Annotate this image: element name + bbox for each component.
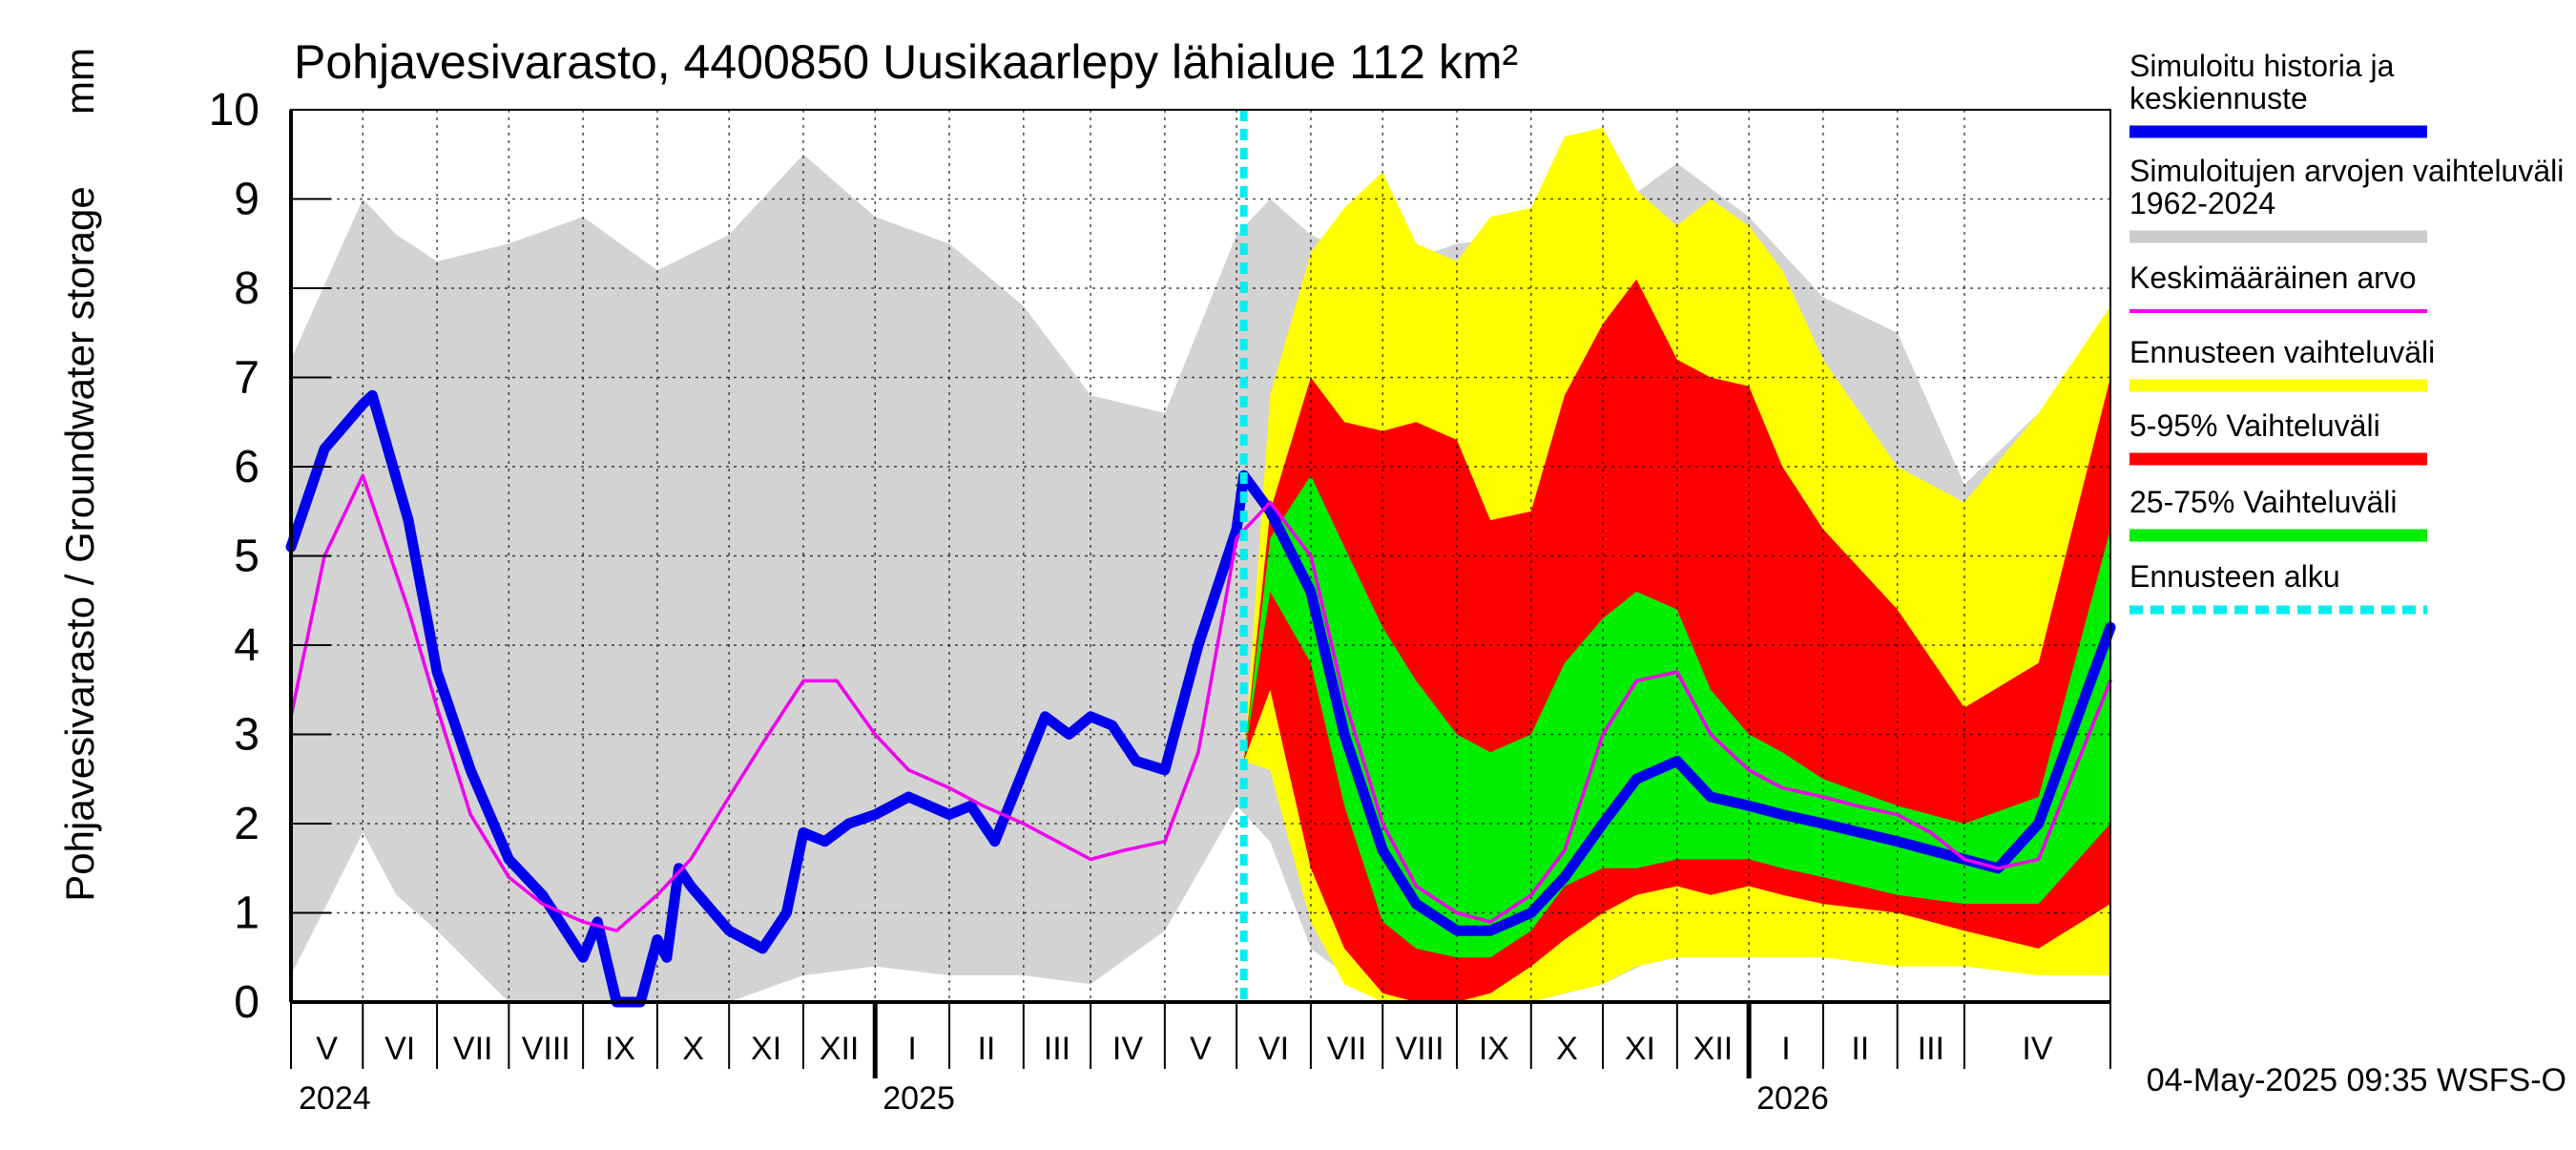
y-tick-label-5: 5	[234, 532, 260, 582]
chart-title: Pohjavesivarasto, 4400850 Uusikaarlepy l…	[294, 35, 1518, 89]
legend-item-keskimaarainen-arvo: Keskimääräinen arvo	[2129, 261, 2427, 313]
x-month-label-2: VII	[453, 1031, 493, 1067]
x-month-label-1: VI	[384, 1031, 415, 1067]
x-month-label-17: X	[1556, 1031, 1578, 1067]
x-year-label-2026: 2026	[1756, 1080, 1829, 1117]
legend-item-ennusteen-alku: Ennusteen alku	[2129, 559, 2427, 615]
x-month-label-4: IX	[605, 1031, 635, 1067]
x-month-label-22: III	[1918, 1031, 1944, 1067]
legend-item-ennusteen-alku-label-1: Ennusteen alku	[2129, 559, 2340, 594]
x-month-label-3: VIII	[522, 1031, 571, 1067]
x-month-label-16: IX	[1479, 1031, 1509, 1067]
x-month-label-7: XII	[820, 1031, 860, 1067]
y-tick-label-9: 9	[234, 175, 260, 225]
legend-item-ennusteen-vaihteluvali: Ennusteen vaihteluväli	[2129, 335, 2435, 392]
x-month-label-8: I	[907, 1031, 916, 1067]
y-tick-label-8: 8	[234, 263, 260, 314]
x-month-label-14: VII	[1327, 1031, 1367, 1067]
x-month-label-6: XI	[751, 1031, 781, 1067]
legend-item-5-95-vaihteluvali: 5-95% Vaihteluväli	[2129, 408, 2427, 466]
y-tick-label-0: 0	[234, 977, 260, 1028]
legend-item-ennusteen-vaihteluvali-label-1: Ennusteen vaihteluväli	[2129, 335, 2435, 369]
x-month-label-18: XI	[1625, 1031, 1655, 1067]
y-tick-label-3: 3	[234, 710, 260, 761]
legend-item-25-75-vaihteluvali-label-1: 25-75% Vaihteluväli	[2129, 485, 2397, 519]
x-month-label-21: II	[1851, 1031, 1869, 1067]
x-month-label-11: IV	[1112, 1031, 1143, 1067]
x-year-label-2025: 2025	[883, 1080, 955, 1117]
x-month-label-12: V	[1190, 1031, 1212, 1067]
x-year-label-2024: 2024	[299, 1080, 371, 1117]
x-month-label-13: VI	[1258, 1031, 1289, 1067]
series-line-keskiennuste	[1238, 470, 2116, 936]
legend-item-simuloitu-historia-ja-keskiennuste-label-2: keskiennuste	[2129, 81, 2308, 115]
legend-item-5-95-vaihteluvali-label-1: 5-95% Vaihteluväli	[2129, 408, 2380, 443]
legend-item-keskimaarainen-arvo-label-1: Keskimääräinen arvo	[2129, 261, 2417, 295]
x-month-label-0: V	[316, 1031, 338, 1067]
x-month-label-15: VIII	[1396, 1031, 1444, 1067]
y-tick-label-7: 7	[234, 353, 260, 404]
y-tick-label-1: 1	[234, 889, 260, 939]
x-month-label-19: XII	[1693, 1031, 1734, 1067]
x-month-label-23: IV	[2022, 1031, 2052, 1067]
series-line-keskimaarainen-arvo	[289, 473, 2112, 932]
y-tick-label-4: 4	[234, 620, 260, 671]
series-line-simuloitu-historia-ja-keskiennuste	[285, 389, 1250, 1008]
x-month-label-10: III	[1044, 1031, 1070, 1067]
legend-item-25-75-vaihteluvali: 25-75% Vaihteluväli	[2129, 485, 2427, 542]
x-month-label-9: II	[977, 1031, 995, 1067]
y-axis-label: Pohjavesivarasto / Groundwater storage	[57, 186, 102, 901]
footer-timestamp: 04-May-2025 09:35 WSFS-O	[2147, 1062, 2566, 1098]
y-tick-label-10: 10	[209, 85, 260, 136]
y-tick-label-2: 2	[234, 799, 260, 849]
x-month-label-20: I	[1781, 1031, 1790, 1067]
legend-item-simuloitu-historia-ja-keskiennuste-label-1: Simuloitu historia ja	[2129, 49, 2395, 83]
legend-item-simuloitujen-arvojen-vaihteluvali-1962-2024-label-1: Simuloitujen arvojen vaihteluväli	[2129, 154, 2564, 188]
legend-item-simuloitujen-arvojen-vaihteluvali-1962-2024: Simuloitujen arvojen vaihteluväli1962-20…	[2129, 154, 2564, 243]
x-month-label-5: X	[682, 1031, 704, 1067]
y-axis-unit: mm	[57, 48, 102, 115]
legend: Simuloitu historia jakeskiennusteSimuloi…	[2129, 49, 2564, 615]
legend-item-simuloitujen-arvojen-vaihteluvali-1962-2024-label-2: 1962-2024	[2129, 186, 2275, 220]
y-tick-label-6: 6	[234, 442, 260, 492]
